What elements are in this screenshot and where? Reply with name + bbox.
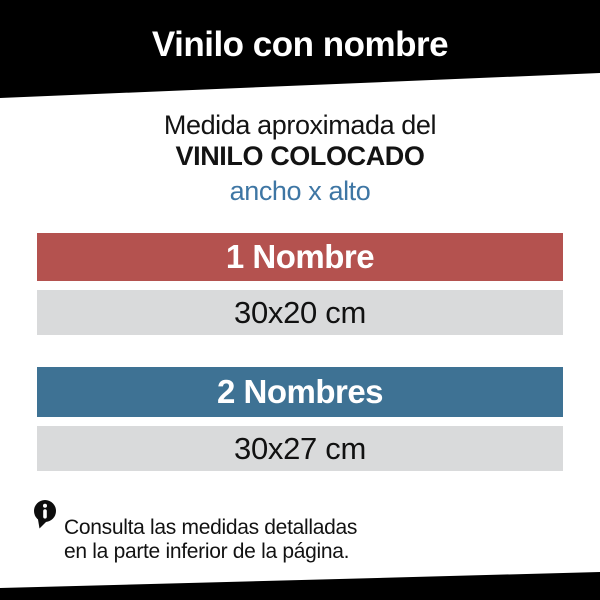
page-title: Vinilo con nombre bbox=[151, 25, 449, 64]
size-table: 1 Nombre 30x20 cm 2 Nombres 30x27 cm bbox=[37, 233, 563, 471]
heading-line-2: VINILO COLOCADO bbox=[175, 141, 425, 171]
option-1-size-bar: 30x20 cm bbox=[37, 290, 563, 335]
footnote-line-1: Consulta las medidas detalladas bbox=[64, 516, 358, 539]
footnote-line-2: en la parte inferior de la página. bbox=[64, 540, 350, 563]
heading-line-1: Medida aproximada del bbox=[163, 110, 437, 140]
option-1-label: 1 Nombre bbox=[225, 238, 375, 275]
info-speech-bubble-icon bbox=[33, 499, 57, 534]
option-2-size-bar: 30x27 cm bbox=[37, 426, 563, 471]
top-banner: Vinilo con nombre bbox=[0, 0, 600, 98]
option-1-name-bar: 1 Nombre bbox=[37, 233, 563, 281]
option-2-size: 30x27 cm bbox=[234, 430, 366, 466]
footnote-text: Consulta las medidas detalladas en la pa… bbox=[33, 499, 570, 564]
option-1-size: 30x20 cm bbox=[234, 294, 366, 330]
measure-heading: Medida aproximada del VINILO COLOCADO an… bbox=[0, 110, 600, 207]
footnote: Consulta las medidas detalladas en la pa… bbox=[33, 499, 570, 564]
heading-line-3: ancho x alto bbox=[229, 176, 371, 206]
option-row-1-name: 1 Nombre 30x20 cm bbox=[37, 233, 563, 335]
bottom-band bbox=[0, 572, 600, 600]
option-2-name-bar: 2 Nombres bbox=[37, 367, 563, 417]
option-2-label: 2 Nombres bbox=[216, 373, 384, 410]
option-row-2-names: 2 Nombres 30x27 cm bbox=[37, 367, 563, 471]
